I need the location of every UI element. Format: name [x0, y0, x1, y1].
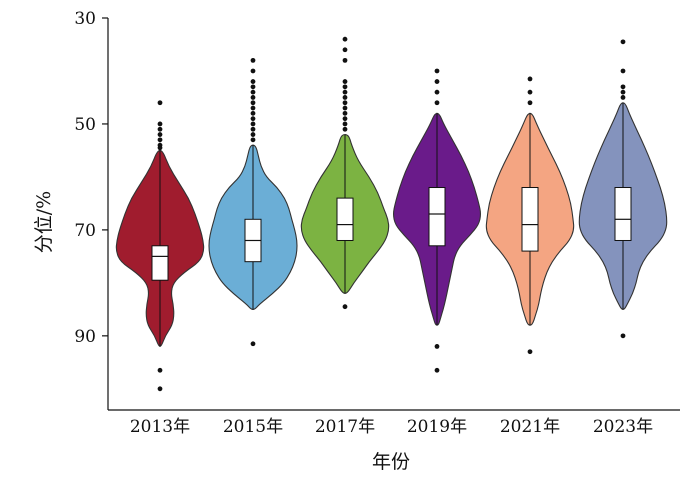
- outlier-point: [342, 47, 348, 53]
- outlier-point: [342, 304, 348, 310]
- outlier-point: [342, 121, 348, 127]
- x-tick-label: 2021年: [500, 417, 560, 437]
- x-tick-labels: 2013年 2015年 2017年 2019年 2021年 2023年: [130, 417, 653, 437]
- outlier-point: [342, 110, 348, 116]
- y-tick-label: 70: [74, 221, 96, 241]
- violin-group: [578, 39, 668, 339]
- outlier-point: [342, 100, 348, 106]
- outlier-point: [250, 68, 256, 74]
- outlier-point: [250, 126, 256, 132]
- violin-iqr-box: [428, 187, 446, 247]
- outlier-point: [434, 89, 440, 95]
- y-ticks: 30 50 70 90: [74, 9, 108, 347]
- outlier-point: [527, 76, 533, 82]
- outlier-point: [342, 126, 348, 132]
- violin-iqr-box: [521, 187, 539, 252]
- outlier-point: [527, 349, 533, 355]
- x-tick-label: 2023年: [593, 417, 653, 437]
- violin-iqr-box: [336, 197, 354, 241]
- outlier-point: [620, 39, 626, 45]
- violin-group: [393, 68, 481, 373]
- outlier-point: [250, 121, 256, 127]
- violin-group: [115, 100, 205, 392]
- outlier-point: [250, 341, 256, 347]
- outlier-point: [157, 126, 163, 132]
- x-axis-title: 年份: [372, 451, 410, 473]
- y-tick-label: 90: [74, 327, 96, 347]
- outlier-point: [620, 333, 626, 339]
- x-tick-label: 2015年: [223, 417, 283, 437]
- outlier-point: [157, 121, 163, 127]
- outlier-point: [250, 105, 256, 111]
- x-tick-label: 2017年: [315, 417, 375, 437]
- outlier-point: [250, 95, 256, 100]
- outlier-point: [250, 132, 256, 137]
- y-axis-title: 分位/%: [33, 191, 55, 253]
- y-tick-label: 30: [74, 9, 96, 29]
- violin-group: [208, 57, 298, 347]
- outlier-point: [342, 116, 348, 122]
- outlier-point: [434, 68, 440, 74]
- outlier-point: [250, 110, 256, 116]
- outlier-point: [342, 89, 348, 95]
- outlier-point: [342, 57, 348, 63]
- violin-iqr-box: [614, 187, 632, 241]
- outlier-point: [250, 79, 256, 84]
- outlier-point: [157, 100, 163, 106]
- outlier-point: [434, 344, 440, 349]
- x-tick-label: 2013年: [130, 417, 190, 437]
- x-tick-label: 2019年: [407, 417, 467, 437]
- outlier-point: [434, 79, 440, 84]
- violin-group: [485, 76, 575, 355]
- outlier-point: [620, 89, 626, 95]
- outlier-point: [527, 100, 533, 106]
- outlier-point: [157, 367, 163, 373]
- outlier-point: [250, 137, 256, 143]
- outlier-point: [250, 84, 256, 90]
- outlier-point: [342, 95, 348, 100]
- outlier-point: [250, 116, 256, 122]
- outlier-point: [250, 57, 256, 63]
- outlier-point: [157, 132, 163, 137]
- outlier-point: [620, 95, 626, 100]
- outlier-point: [342, 105, 348, 111]
- outlier-point: [342, 84, 348, 90]
- outlier-point: [342, 36, 348, 42]
- outlier-point: [157, 145, 163, 151]
- outlier-point: [527, 89, 533, 95]
- outlier-point: [434, 367, 440, 373]
- violins: [115, 36, 668, 392]
- y-tick-label: 50: [74, 115, 96, 135]
- outlier-point: [342, 79, 348, 84]
- outlier-point: [250, 89, 256, 95]
- outlier-point: [157, 386, 163, 392]
- outlier-point: [620, 84, 626, 90]
- outlier-point: [620, 68, 626, 74]
- outlier-point: [434, 100, 440, 106]
- violin-group: [300, 36, 390, 310]
- axes: [107, 18, 680, 411]
- outlier-point: [157, 137, 163, 143]
- violin-iqr-box: [151, 245, 169, 281]
- outlier-point: [250, 100, 256, 106]
